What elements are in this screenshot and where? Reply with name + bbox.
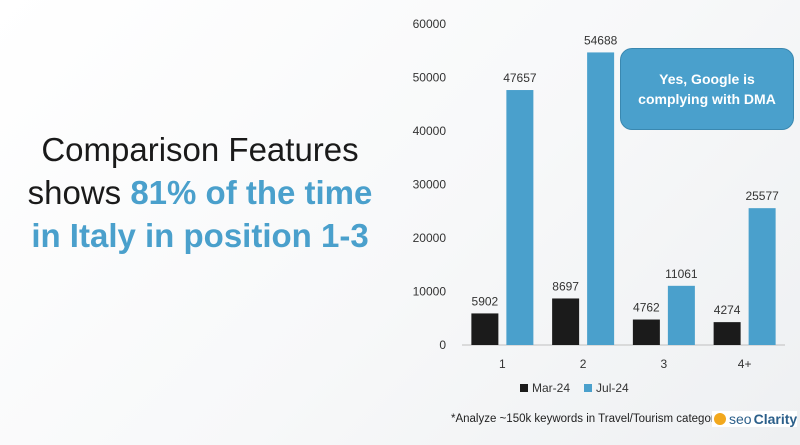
bar-mar-24-0 (471, 313, 499, 345)
seoclarity-logo: seo Clarity (712, 411, 798, 427)
x-tick-label-0: 1 (499, 357, 506, 371)
bar-mar-24-3 (713, 322, 741, 345)
y-tick-label-0: 0 (439, 338, 446, 352)
bar-mar-24-1 (552, 298, 580, 345)
y-tick-label-4: 40000 (413, 124, 447, 138)
data-label-jul-24-1: 54688 (584, 33, 618, 47)
y-tick-label-1: 10000 (413, 285, 447, 299)
legend-label-mar: Mar-24 (532, 381, 571, 395)
bar-jul-24-0 (506, 90, 534, 345)
y-tick-label-2: 20000 (413, 231, 447, 245)
legend-label-jul: Jul-24 (596, 381, 629, 395)
footnote: *Analyze ~150k keywords in Travel/Touris… (451, 413, 715, 425)
legend-item-mar: Mar-24 (520, 381, 570, 395)
data-label-mar-24-2: 4762 (633, 301, 660, 315)
callout-line2: complying with DMA (638, 91, 776, 107)
y-tick-label-3: 30000 (413, 178, 447, 192)
callout-box: Yes, Google is complying with DMA (620, 48, 794, 130)
legend-item-jul: Jul-24 (584, 381, 629, 395)
data-label-mar-24-0: 5902 (472, 294, 499, 308)
legend-swatch-mar (520, 384, 528, 392)
y-tick-label-5: 50000 (413, 71, 447, 85)
logo-seo: seo (729, 411, 752, 427)
logo-circle-icon (714, 413, 726, 425)
data-label-jul-24-2: 11061 (665, 267, 698, 281)
headline-line2-prefix: shows (27, 174, 131, 211)
data-label-jul-24-3: 25577 (745, 189, 779, 203)
bar-mar-24-2 (632, 319, 660, 345)
data-label-jul-24-0: 47657 (503, 71, 537, 85)
x-tick-label-3: 4+ (738, 357, 752, 371)
headline-line1: Comparison Features (41, 131, 359, 168)
headline-line2: shows 81% of the time (10, 171, 390, 214)
x-tick-label-1: 2 (580, 357, 587, 371)
y-tick-label-6: 60000 (413, 17, 447, 31)
bar-jul-24-1 (587, 52, 615, 346)
data-label-mar-24-1: 8697 (552, 279, 579, 293)
data-label-mar-24-3: 4274 (714, 303, 741, 317)
bar-jul-24-3 (748, 208, 776, 345)
x-tick-label-2: 3 (661, 357, 668, 371)
callout-line1: Yes, Google is (659, 71, 755, 87)
logo-clarity: Clarity (753, 411, 798, 427)
bar-jul-24-2 (667, 285, 695, 345)
chart-legend: Mar-24 Jul-24 (520, 381, 629, 395)
headline-highlight: 81% of the time (130, 174, 373, 211)
headline-line3: in Italy in position 1-3 (31, 217, 369, 254)
headline: Comparison Features shows 81% of the tim… (10, 128, 390, 257)
legend-swatch-jul (584, 384, 593, 392)
